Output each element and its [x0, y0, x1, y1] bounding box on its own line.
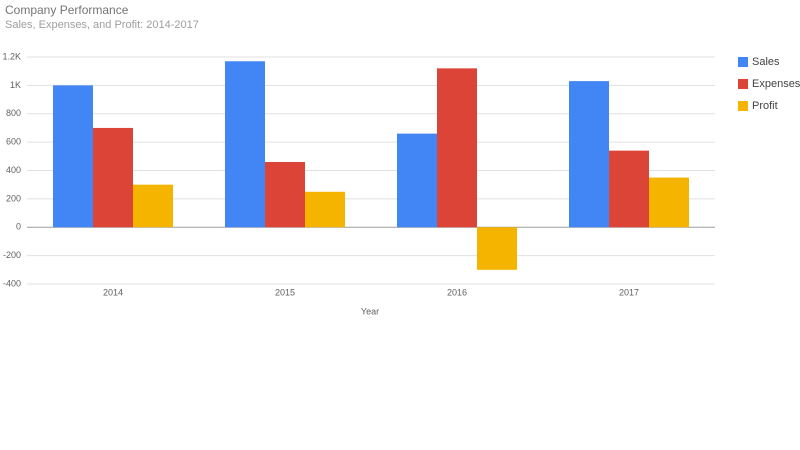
bar — [93, 127, 133, 228]
y-tick-label: -200 — [3, 250, 21, 260]
legend-swatch — [738, 101, 748, 111]
y-tick-label: 1K — [10, 80, 21, 90]
x-tick-label: 2017 — [619, 287, 639, 297]
bar — [437, 68, 477, 228]
legend-swatch — [738, 79, 748, 89]
bar — [569, 81, 609, 228]
y-tick-label: 1.2K — [2, 51, 21, 61]
bar — [477, 227, 517, 270]
bar — [305, 191, 345, 228]
bar — [133, 184, 173, 228]
x-tick-label: 2014 — [103, 287, 123, 297]
legend-label: Sales — [752, 56, 780, 68]
y-tick-label: 400 — [6, 165, 21, 175]
y-tick-label: -400 — [3, 278, 21, 288]
y-tick-label: 0 — [16, 222, 21, 232]
x-tick-label: 2016 — [447, 287, 467, 297]
y-tick-label: 200 — [6, 193, 21, 203]
legend-label: Expenses — [752, 78, 800, 90]
bar — [53, 85, 93, 228]
chart-subtitle: Sales, Expenses, and Profit: 2014-2017 — [5, 19, 199, 31]
x-axis-label: Year — [361, 306, 379, 316]
x-tick-label: 2015 — [275, 287, 295, 297]
bar — [265, 161, 305, 228]
bar — [397, 133, 437, 228]
y-tick-label: 800 — [6, 108, 21, 118]
bar — [225, 61, 265, 228]
legend-label: Profit — [752, 100, 778, 112]
chart-title: Company Performance — [5, 3, 129, 17]
legend-swatch — [738, 57, 748, 67]
y-tick-label: 600 — [6, 137, 21, 147]
bar — [609, 150, 649, 228]
bar — [649, 177, 689, 228]
